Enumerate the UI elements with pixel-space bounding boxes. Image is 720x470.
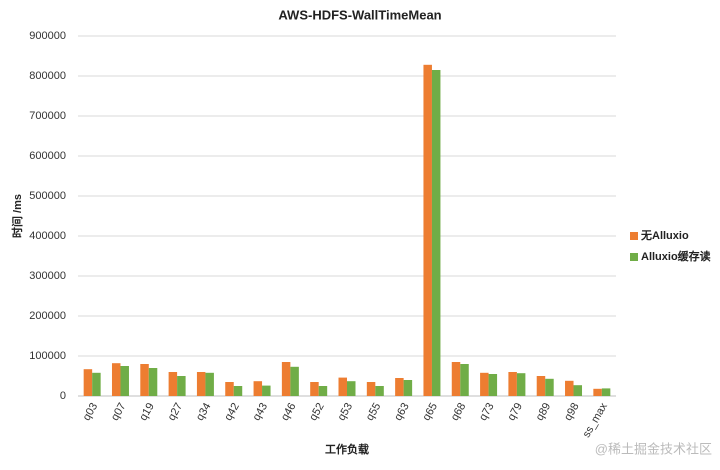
bar: [168, 372, 178, 396]
bar: [148, 368, 158, 396]
x-tick-label: q65: [420, 401, 440, 423]
bar: [366, 382, 376, 396]
y-axis-title: 时间 /ms: [10, 194, 24, 238]
bar: [516, 373, 526, 396]
x-tick-label: q73: [477, 401, 497, 423]
bar: [140, 364, 149, 396]
bar: [480, 372, 489, 396]
legend-swatch: [630, 253, 638, 261]
bar: [281, 362, 291, 396]
x-tick-label: q55: [364, 401, 384, 423]
bar: [177, 376, 186, 396]
x-tick-label: q03: [81, 401, 101, 423]
bar: [318, 386, 328, 396]
y-tick-label: 900000: [29, 30, 66, 42]
bar: [83, 369, 93, 396]
y-tick-label: 0: [60, 390, 66, 402]
y-tick-label: 400000: [29, 230, 66, 242]
x-tick-label: q79: [505, 401, 525, 423]
x-tick-label: q53: [336, 401, 356, 423]
bar: [92, 372, 101, 396]
x-tick-label: q46: [279, 401, 299, 423]
bar: [601, 388, 611, 396]
bar: [488, 374, 498, 396]
x-axis-title: 工作负载: [325, 442, 369, 456]
legend-text: 无Alluxio: [640, 229, 689, 242]
bar: [375, 386, 384, 396]
x-tick-label: q52: [307, 401, 327, 423]
bar: [593, 388, 602, 396]
bar: [347, 381, 356, 396]
x-tick-label: q98: [562, 401, 582, 423]
bar: [120, 366, 129, 396]
bar: [338, 377, 347, 396]
chart-title: AWS-HDFS-WallTimeMean: [278, 7, 441, 22]
bar: [451, 362, 461, 396]
bar: [111, 363, 121, 396]
y-tick-label: 700000: [29, 110, 66, 122]
bar: [565, 380, 574, 396]
bar: [262, 385, 271, 396]
bar: [196, 372, 206, 396]
bar: [310, 382, 319, 396]
x-tick-label: q34: [194, 401, 214, 423]
bar: [205, 372, 214, 396]
x-tick-label: ss_max: [581, 401, 611, 440]
y-tick-label: 800000: [29, 70, 66, 82]
x-tick-label: q63: [392, 401, 412, 423]
y-tick-label: 300000: [29, 270, 66, 282]
x-tick-label: q42: [222, 401, 242, 423]
x-tick-label: q27: [166, 401, 186, 423]
y-tick-label: 100000: [29, 350, 66, 362]
bar: [508, 372, 517, 396]
x-tick-label: q68: [449, 401, 469, 423]
bar: [460, 364, 469, 396]
bar: [253, 381, 263, 396]
bar: [225, 382, 234, 396]
bar: [573, 385, 583, 396]
y-tick-label: 600000: [29, 150, 66, 162]
bar: [403, 380, 413, 396]
legend-text: Alluxio缓存读: [641, 249, 711, 263]
y-tick-label: 500000: [29, 190, 66, 202]
bar: [431, 70, 441, 396]
bar: [545, 378, 554, 396]
x-tick-label: q43: [251, 401, 271, 423]
x-tick-label: q19: [137, 401, 157, 423]
bar: [395, 378, 404, 396]
watermark: @稀土掘金技术社区: [595, 441, 712, 456]
x-tick-label: q89: [534, 401, 554, 423]
bar: [423, 64, 432, 397]
y-tick-label: 200000: [29, 310, 66, 322]
bar: [536, 376, 546, 396]
bar: [290, 366, 299, 396]
bar: [233, 386, 243, 396]
legend-swatch: [630, 232, 638, 240]
x-tick-label: q07: [109, 401, 129, 423]
